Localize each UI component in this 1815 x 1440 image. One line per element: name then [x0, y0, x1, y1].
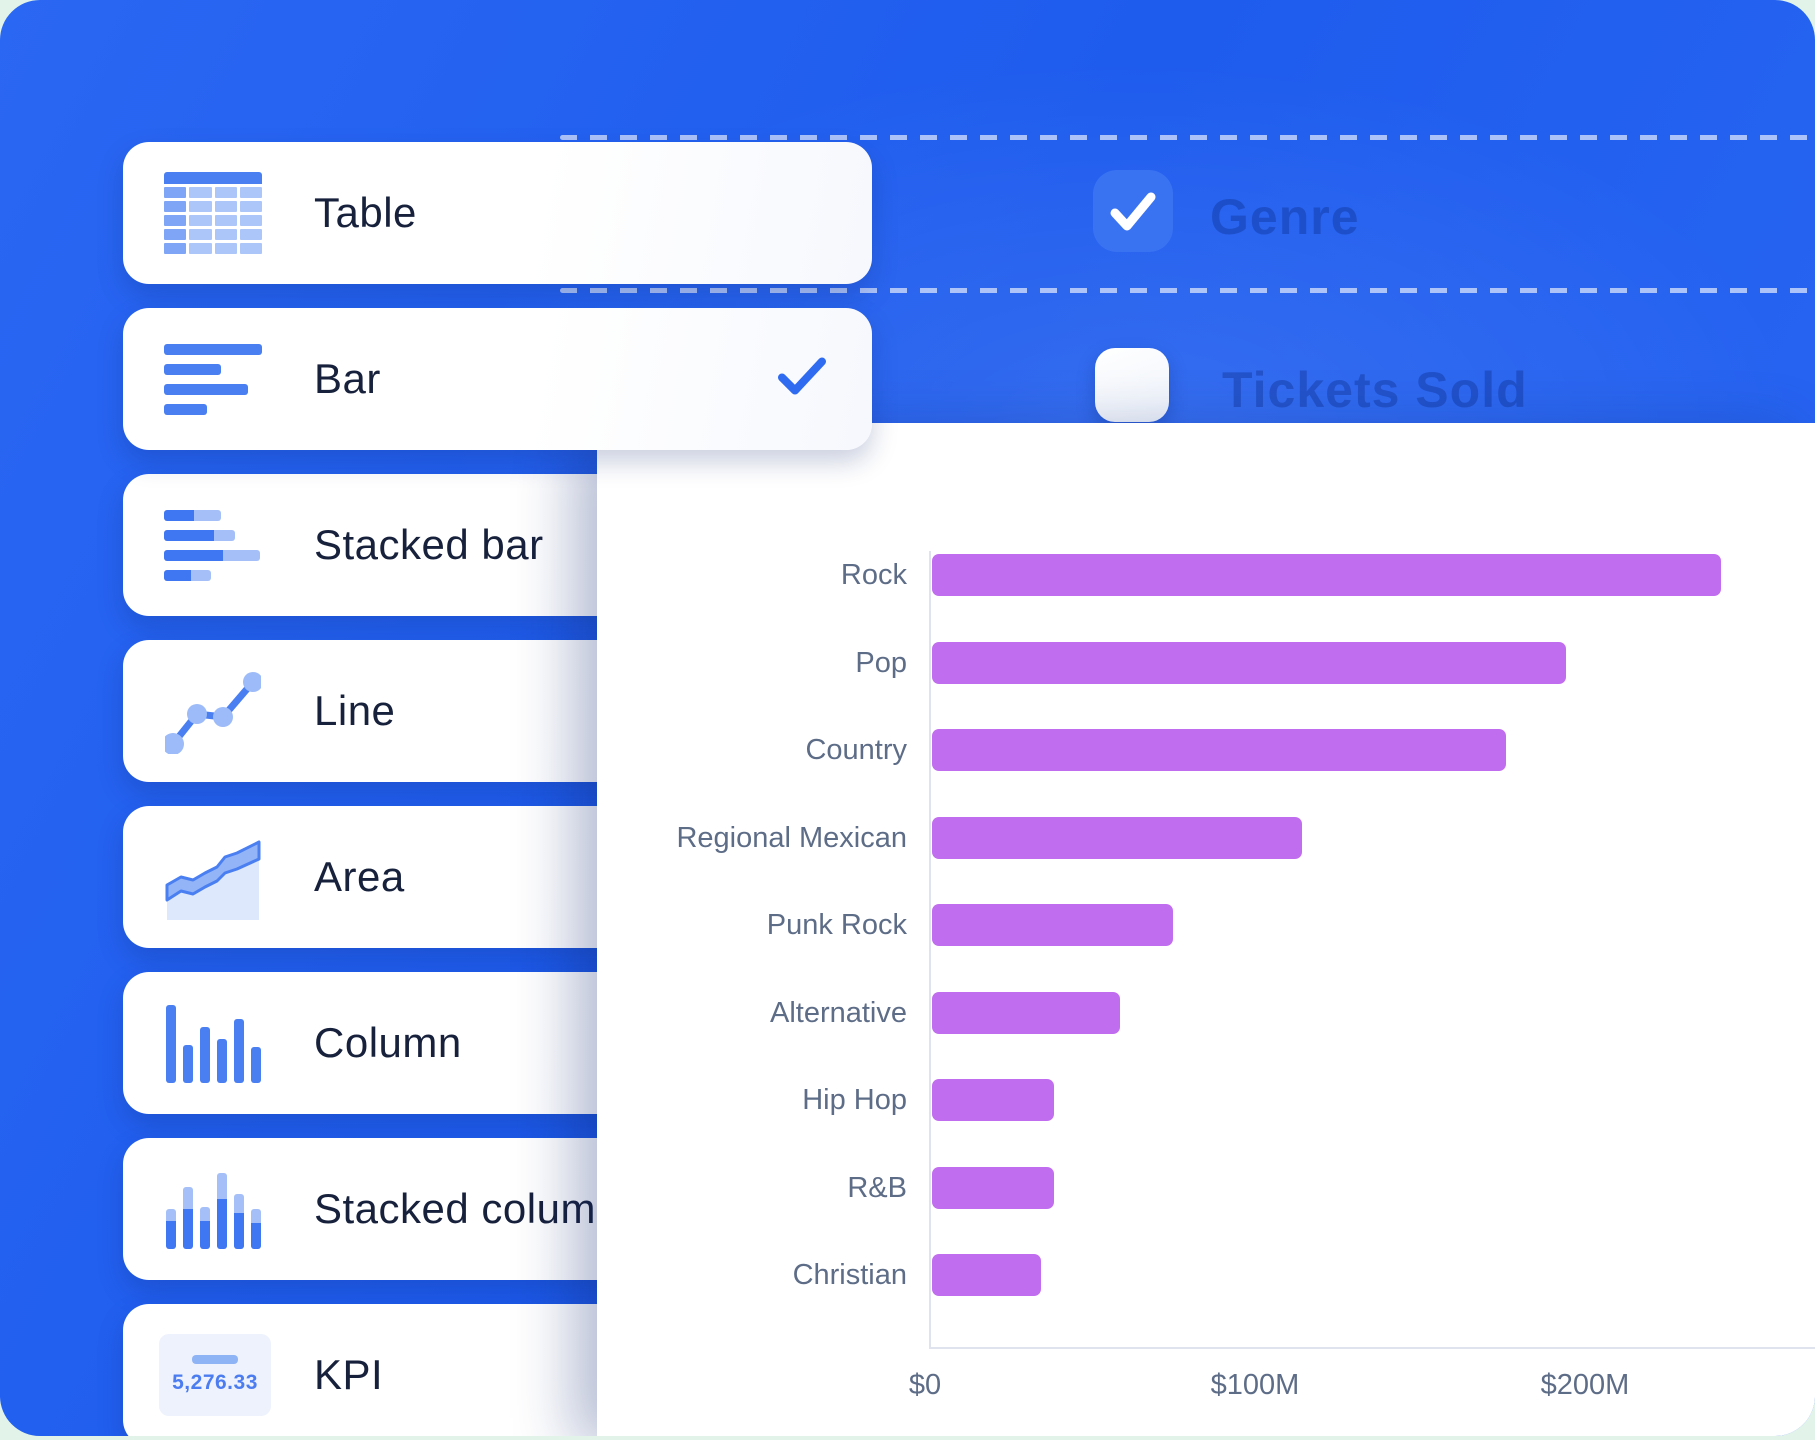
chart-category-label: Punk Rock — [766, 909, 907, 941]
chart-type-label: Table — [314, 189, 417, 236]
horizontal-bar-chart: Rock Pop Country Regional Mexican Punk Rock A… — [597, 423, 1815, 1436]
chart-bar — [932, 554, 1721, 596]
genre-field-checkbox-checked[interactable] — [1093, 170, 1173, 252]
chart-category-label: Hip Hop — [802, 1084, 907, 1116]
kpi-icon: 5,276.33 — [159, 1334, 271, 1416]
chart-bar — [932, 1079, 1054, 1121]
chart-category-label: R&B — [847, 1171, 907, 1204]
x-axis-tick-label: $0 — [908, 1369, 942, 1401]
column-chart-icon — [164, 1003, 262, 1083]
chart-type-option-bar[interactable]: Bar — [123, 308, 872, 450]
chart-panel: Rock Pop Country Regional Mexican Punk Rock A… — [597, 423, 1815, 1436]
row-separator-dashed-line — [560, 135, 1815, 140]
chart-type-label: Stacked bar — [314, 521, 544, 568]
x-axis-tick-label: $200M — [1540, 1369, 1630, 1401]
chart-bar — [932, 816, 1302, 859]
chart-bar — [932, 1254, 1041, 1296]
chart-bar — [932, 729, 1506, 771]
chart-type-label: KPI — [314, 1351, 384, 1398]
area-chart-icon — [164, 834, 262, 920]
chart-category-label: Country — [805, 734, 907, 766]
stacked-column-icon — [164, 1169, 262, 1249]
x-axis-line — [929, 1347, 1815, 1349]
tickets-sold-field-label: Tickets Sold — [1222, 362, 1528, 418]
x-axis-tick-label: $100M — [1210, 1369, 1300, 1401]
genre-field-label: Genre — [1210, 189, 1360, 245]
chart-type-label: Area — [314, 853, 405, 900]
row-separator-dashed-line — [560, 288, 1815, 293]
chart-bar — [932, 1166, 1054, 1209]
chart-category-label: Rock — [840, 559, 907, 591]
chart-type-label: Bar — [314, 355, 381, 402]
chart-type-label: Line — [314, 687, 396, 734]
chart-type-option-table[interactable]: Table — [123, 142, 872, 284]
line-chart-icon — [164, 668, 262, 754]
chart-bar — [932, 991, 1120, 1034]
stacked-bar-icon — [164, 509, 262, 581]
kpi-preview-value: 5,276.33 — [172, 1371, 258, 1394]
chart-type-label: Stacked column — [314, 1185, 620, 1232]
y-axis-line — [929, 551, 931, 1349]
check-icon — [1110, 192, 1156, 231]
chart-bar — [932, 641, 1566, 684]
chart-bar — [932, 904, 1173, 946]
chart-type-label: Column — [314, 1019, 462, 1066]
check-icon — [776, 356, 828, 403]
chart-category-label: Pop — [855, 646, 907, 679]
chart-category-label: Christian — [792, 1259, 907, 1291]
chart-category-label: Regional Mexican — [676, 821, 907, 854]
kpi-spark-bar — [192, 1355, 238, 1364]
table-icon — [164, 172, 262, 254]
bar-chart-icon — [164, 343, 262, 415]
chart-category-label: Alternative — [769, 996, 907, 1029]
tickets-sold-field-checkbox-unchecked[interactable] — [1095, 348, 1169, 422]
